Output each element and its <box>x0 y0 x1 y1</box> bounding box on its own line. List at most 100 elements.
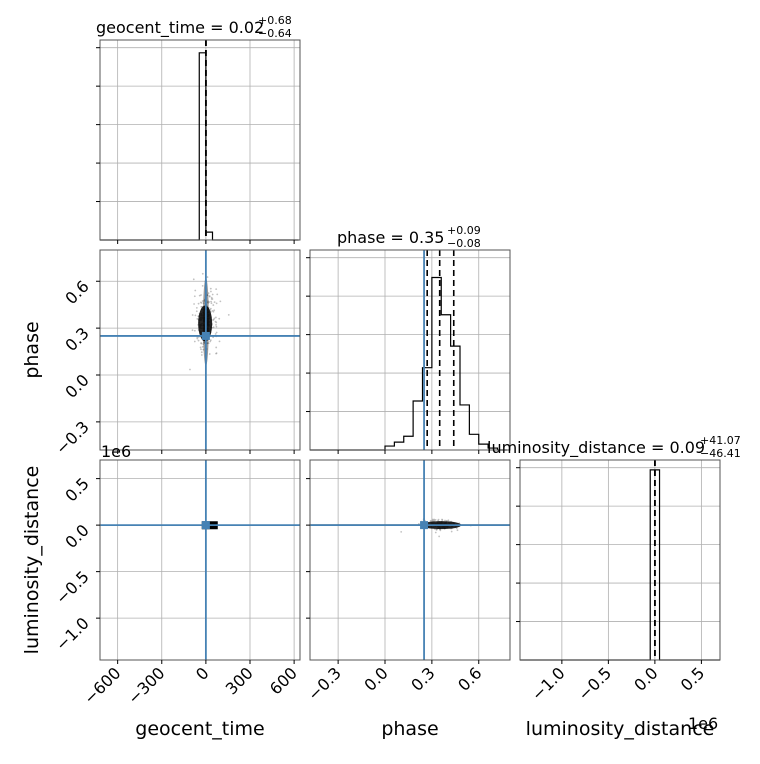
sample-point <box>211 293 214 296</box>
panel-frame <box>99 39 301 241</box>
truth-marker <box>420 521 429 530</box>
sample-point <box>439 529 442 532</box>
sample-point <box>210 302 213 305</box>
ylabel-phase: phase <box>21 321 43 378</box>
sample-point <box>200 348 202 351</box>
sample-point <box>215 321 218 324</box>
sample-point <box>201 272 204 275</box>
sample-point <box>196 337 199 340</box>
sample-point <box>206 294 209 296</box>
sample-point <box>194 289 197 292</box>
sample-point <box>215 331 218 334</box>
sample-point <box>215 302 218 305</box>
sample-point <box>192 278 195 281</box>
sample-point <box>400 530 403 533</box>
sample-point <box>200 305 203 308</box>
sample-point <box>445 519 448 522</box>
sample-point <box>434 531 437 534</box>
sample-point <box>199 346 202 349</box>
sample-point <box>207 292 210 295</box>
sample-point <box>202 348 205 351</box>
sample-point <box>215 325 218 328</box>
sample-point <box>203 300 205 302</box>
tick-label-x: 300 <box>222 663 257 698</box>
title-geocent-time-sup: +0.68 <box>258 14 292 27</box>
sample-point <box>193 329 196 332</box>
sample-point <box>191 329 194 332</box>
sample-point <box>201 345 204 348</box>
sample-point <box>450 530 453 533</box>
sample-point <box>200 351 203 354</box>
sample-point <box>218 340 221 343</box>
xlabel-luminosity-distance: luminosity_distance <box>526 718 715 740</box>
tick-label-x: 0.0 <box>360 663 391 694</box>
sample-point <box>215 324 217 326</box>
sample-point <box>215 352 218 355</box>
title-geocent-time: geocent_time = 0.02 <box>96 18 264 38</box>
sample-point <box>429 519 432 522</box>
tick-label-x: −0.5 <box>574 663 615 704</box>
sample-point <box>201 300 204 302</box>
sample-point <box>208 353 211 355</box>
sample-point <box>207 342 210 345</box>
sample-point <box>212 318 215 321</box>
title-phase-sub: −0.08 <box>447 237 481 250</box>
title-luminosity-distance-sup: +41.07 <box>700 434 741 447</box>
title-phase-sup: +0.09 <box>447 224 481 237</box>
tick-label-y: 0.6 <box>61 277 92 308</box>
sample-point <box>210 290 212 293</box>
panel-frame <box>99 459 301 661</box>
tick-label-x: −0.3 <box>304 663 345 704</box>
tick-label-x: 0.0 <box>630 663 661 694</box>
sample-point <box>200 342 203 345</box>
histogram-luminosity_distance <box>520 469 720 661</box>
tick-label-x: −600 <box>80 663 125 708</box>
sample-point <box>227 313 230 316</box>
sample-point <box>189 368 191 371</box>
sample-point <box>209 287 212 290</box>
sample-point <box>202 302 205 305</box>
tick-label-y: 0.0 <box>61 370 92 401</box>
sample-point <box>200 302 203 304</box>
truth-marker <box>201 331 210 340</box>
sample-point <box>202 343 205 345</box>
sample-point <box>214 316 217 319</box>
tick-label-x: −1.0 <box>528 663 569 704</box>
panel-frame <box>309 459 511 661</box>
sample-point <box>210 296 213 299</box>
tick-label-x: 600 <box>266 663 301 698</box>
xlabel-phase: phase <box>381 718 438 740</box>
sample-point <box>215 346 218 349</box>
sample-point <box>191 314 194 316</box>
sample-point <box>438 535 441 538</box>
tick-label-y: −0.5 <box>52 567 93 608</box>
sample-point <box>200 294 202 296</box>
panel-frame <box>99 249 301 451</box>
sample-point <box>201 284 204 287</box>
sample-point <box>212 304 215 306</box>
sample-point <box>434 518 437 521</box>
offset-text-ld-x: 1e6 <box>688 714 718 733</box>
panel-frame <box>309 249 511 451</box>
title-phase: phase = 0.35 <box>337 228 444 247</box>
sample-point <box>197 302 200 305</box>
sample-point <box>214 333 217 335</box>
sample-point <box>209 339 212 342</box>
sample-point <box>216 293 219 296</box>
sample-point <box>195 310 198 313</box>
sample-point <box>210 298 213 300</box>
tick-label-y: 0.0 <box>61 521 92 552</box>
sample-point <box>195 306 198 309</box>
tick-label-x: 0.5 <box>677 663 708 694</box>
histogram-phase <box>310 276 507 451</box>
sample-point <box>219 300 222 303</box>
sample-point <box>193 303 195 305</box>
sample-point <box>447 519 450 522</box>
tick-label-x: 0 <box>192 663 213 684</box>
sample-point <box>206 276 209 278</box>
ylabel-luminosity-distance: luminosity_distance <box>21 466 43 655</box>
truth-marker <box>201 521 210 530</box>
sample-point <box>455 527 458 530</box>
sample-point <box>200 354 203 356</box>
